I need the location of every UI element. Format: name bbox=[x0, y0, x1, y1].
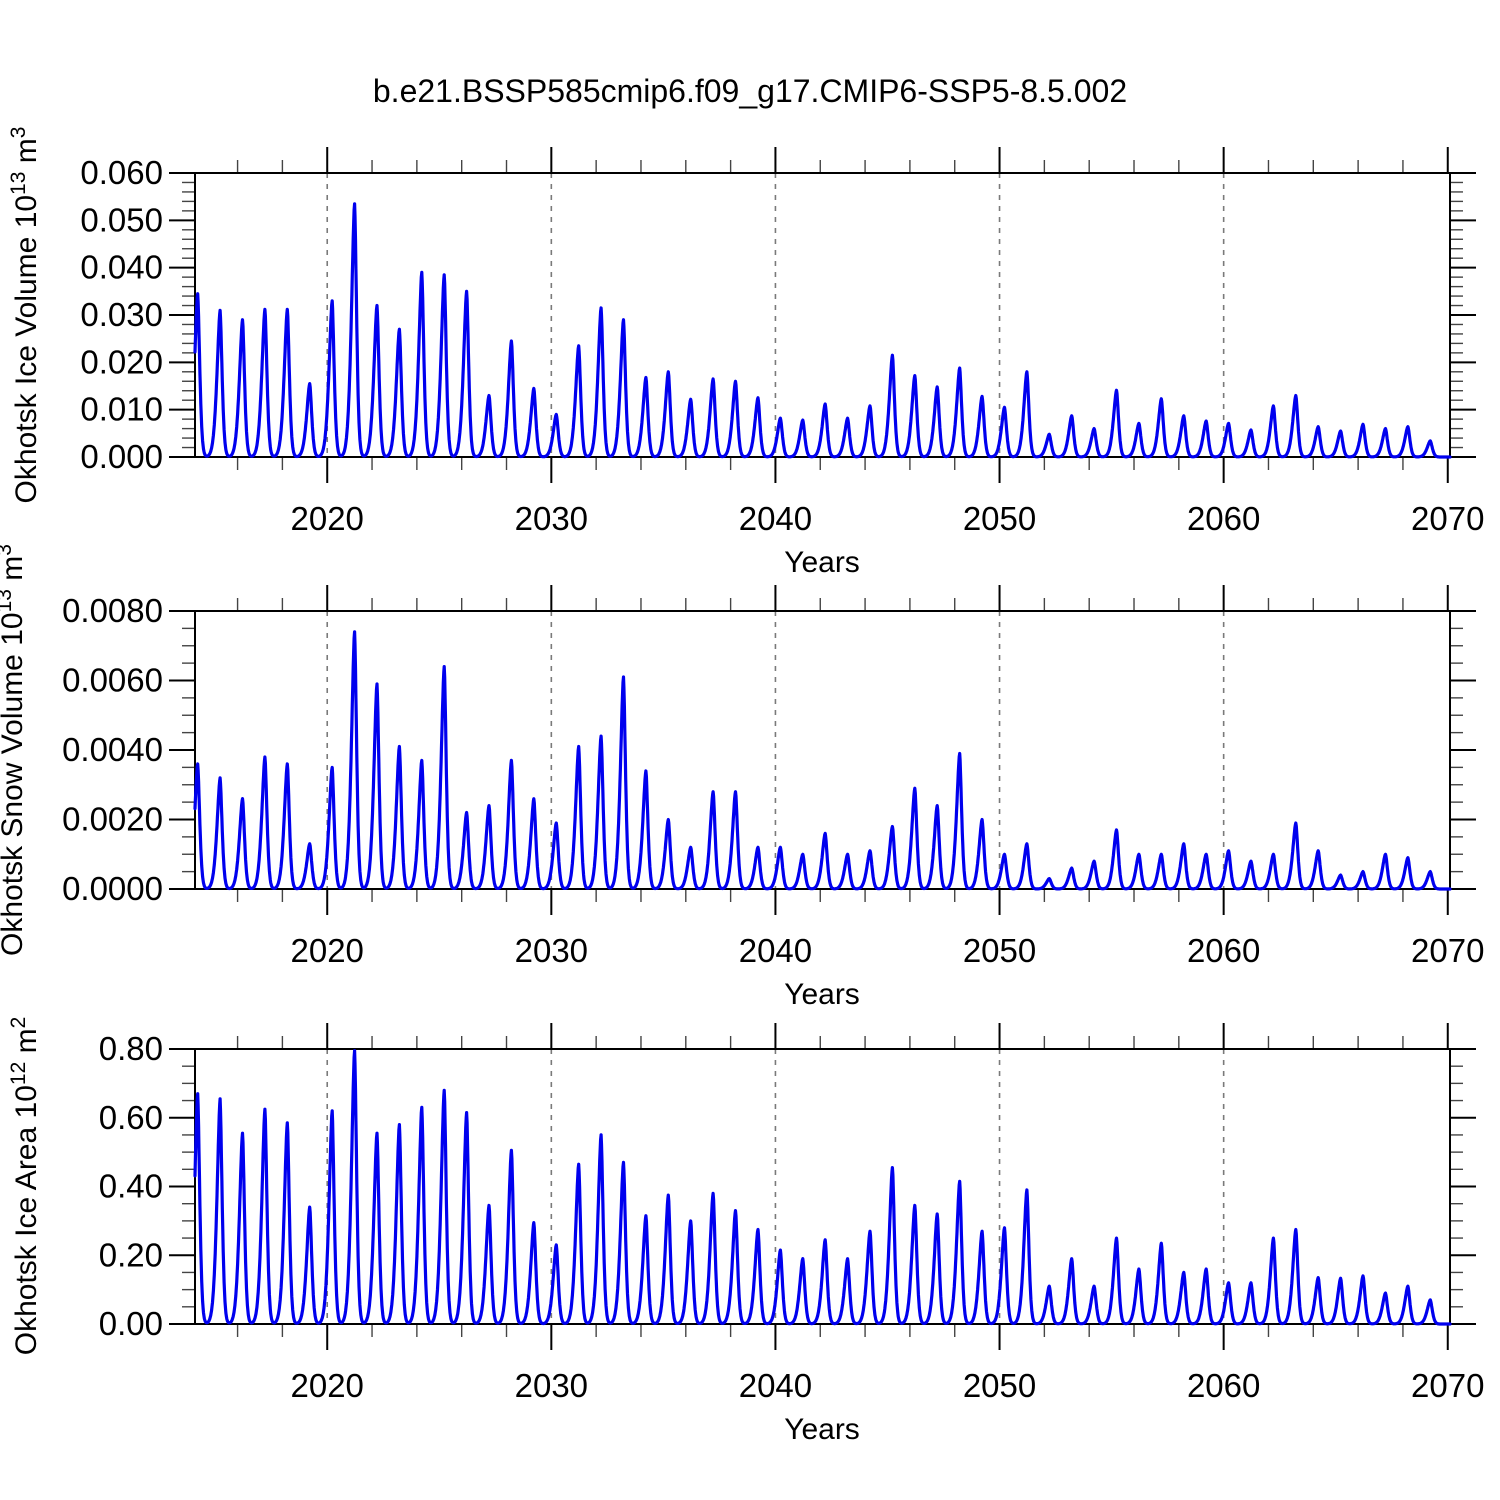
y-tick-label: 0.80 bbox=[99, 1030, 163, 1067]
y-axis-title-text: Okhotsk Ice Volume 10 bbox=[10, 195, 43, 504]
x-tick-label: 2030 bbox=[515, 500, 588, 537]
y-tick-label: 0.0000 bbox=[62, 870, 163, 907]
x-tick-label: 2020 bbox=[291, 1367, 364, 1404]
y-tick-label: 0.0040 bbox=[62, 731, 163, 768]
y-tick-label: 0.0060 bbox=[62, 662, 163, 699]
x-tick-label: 2060 bbox=[1187, 932, 1260, 969]
plot-area-snow-volume: 2020 2030 2040 2050 2060 2070 0.0000 0.0020 0.00… bbox=[62, 585, 1484, 969]
x-tick-label: 2050 bbox=[963, 500, 1036, 537]
x-tick-label: 2040 bbox=[739, 500, 812, 537]
x-tick-label: 2040 bbox=[739, 1367, 812, 1404]
y-axis-title-text: Okhotsk Ice Area 10 bbox=[10, 1085, 43, 1355]
y-tick-label: 0.020 bbox=[80, 343, 163, 380]
x-tick-label: 2070 bbox=[1411, 500, 1484, 537]
y-axis-title-superscript: 13 bbox=[7, 172, 30, 195]
y-tick-label: 0.000 bbox=[80, 438, 163, 475]
panel-ice-area: 2020 2030 2040 2050 2060 2070 0.00 0.20 0.40 0.60… bbox=[7, 1017, 1484, 1446]
y-axis-title-ice-area: Okhotsk Ice Area 1012 m2 bbox=[7, 1017, 43, 1356]
x-tick-label: 2050 bbox=[963, 932, 1036, 969]
y-tick-label: 0.0020 bbox=[62, 801, 163, 838]
x-axis-title-years: Years bbox=[784, 1413, 860, 1446]
x-tick-label: 2060 bbox=[1187, 1367, 1260, 1404]
y-axis-title-superscript: 12 bbox=[7, 1062, 30, 1085]
x-tick-label: 2070 bbox=[1411, 1367, 1484, 1404]
y-tick-label: 0.050 bbox=[80, 201, 163, 238]
plot-area-ice-volume: 2020 2030 2040 2050 2060 2070 0.000 0.010 0.020 0… bbox=[80, 147, 1484, 537]
plot-area-ice-area: 2020 2030 2040 2050 2060 2070 0.00 0.20 0.40 0.60… bbox=[99, 1023, 1484, 1404]
x-tick-label: 2020 bbox=[291, 932, 364, 969]
y-tick-label: 0.20 bbox=[99, 1236, 163, 1273]
y-axis-title-ice-volume: Okhotsk Ice Volume 1013 m3 bbox=[7, 127, 43, 504]
y-tick-label: 0.40 bbox=[99, 1168, 163, 1205]
y-tick-label: 0.00 bbox=[99, 1305, 163, 1342]
figure-title: b.e21.BSSP585cmip6.f09_g17.CMIP6-SSP5-8.… bbox=[373, 73, 1127, 109]
x-tick-label: 2030 bbox=[515, 1367, 588, 1404]
plot-frame bbox=[194, 1048, 1451, 1325]
y-tick-label: 0.0080 bbox=[62, 592, 163, 629]
y-axis-title-text: m bbox=[10, 138, 43, 171]
y-axis-title-superscript: 13 bbox=[0, 589, 16, 612]
x-tick-label: 2030 bbox=[515, 932, 588, 969]
y-axis-title-superscript: 3 bbox=[7, 127, 30, 139]
y-tick-label: 0.010 bbox=[80, 391, 163, 428]
y-tick-label: 0.060 bbox=[80, 154, 163, 191]
series-line-okhotsk-ice-volume bbox=[193, 202, 1452, 459]
x-tick-label: 2040 bbox=[739, 932, 812, 969]
y-tick-label: 0.030 bbox=[80, 296, 163, 333]
x-axis-title-years: Years bbox=[784, 978, 860, 1011]
x-tick-label: 2060 bbox=[1187, 500, 1260, 537]
y-axis-title-snow-volume: Okhotsk Snow Volume 1013 m3 bbox=[0, 544, 29, 956]
plot-frame bbox=[194, 610, 1451, 890]
x-tick-label: 2020 bbox=[291, 500, 364, 537]
series-line-okhotsk-ice-area bbox=[193, 1049, 1452, 1326]
panel-ice-volume: 2020 2030 2040 2050 2060 2070 0.000 0.010 0.020 0… bbox=[7, 127, 1484, 579]
x-tick-label: 2050 bbox=[963, 1367, 1036, 1404]
y-axis-title-text: m bbox=[10, 1028, 43, 1061]
y-axis-title-text: m bbox=[0, 556, 29, 589]
x-axis-title-years: Years bbox=[784, 546, 860, 579]
y-axis-title-superscript: 3 bbox=[0, 544, 16, 556]
y-tick-label: 0.040 bbox=[80, 249, 163, 286]
y-axis-title-superscript: 2 bbox=[7, 1017, 30, 1029]
series-line-okhotsk-snow-volume bbox=[193, 630, 1452, 891]
panel-snow-volume: 2020 2030 2040 2050 2060 2070 0.0000 0.0020 0.00… bbox=[0, 544, 1484, 1011]
y-tick-label: 0.60 bbox=[99, 1099, 163, 1136]
y-axis-title-text: Okhotsk Snow Volume 10 bbox=[0, 612, 29, 956]
x-tick-label: 2070 bbox=[1411, 932, 1484, 969]
